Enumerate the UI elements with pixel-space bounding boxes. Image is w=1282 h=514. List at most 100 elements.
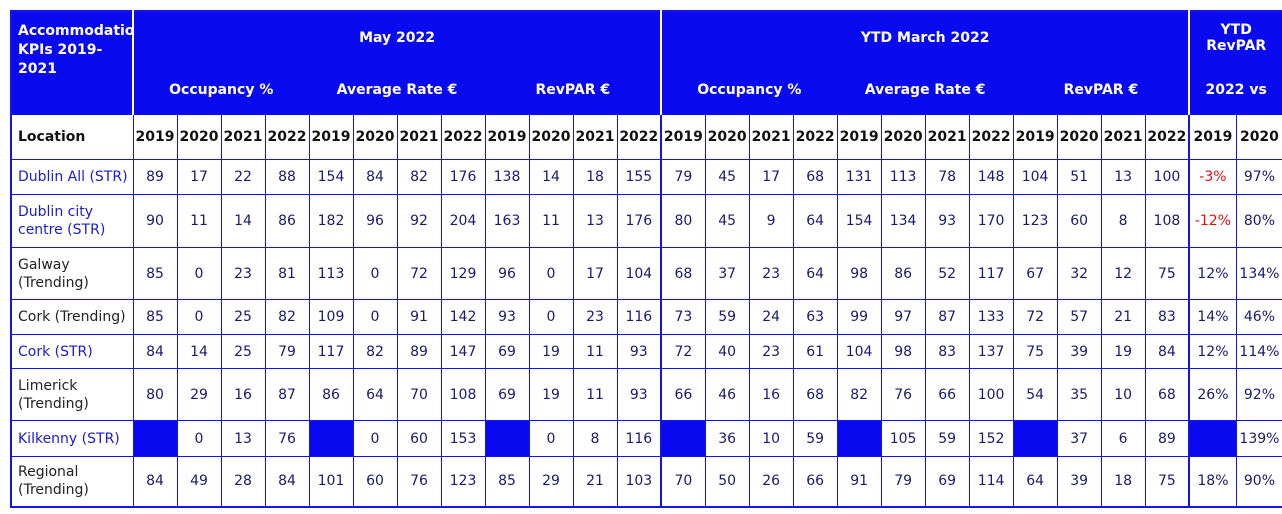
value-cell: 81 xyxy=(264,247,310,300)
value-cell: 23 xyxy=(748,247,794,300)
value-cell: 182 xyxy=(308,194,354,248)
value-cell: 147 xyxy=(440,334,486,369)
value-cell: 97% xyxy=(1235,159,1282,195)
year-header: 2019 xyxy=(132,114,178,160)
value-cell: 16 xyxy=(748,368,794,421)
location: Dublin city centre (STR) xyxy=(10,194,134,248)
data-row: Kilkenny (STR) 0 13 76 0 60 153 0 8 116 36 10 59 105 5… xyxy=(10,420,1282,457)
value-cell: 131 xyxy=(836,159,882,195)
value-cell: 117 xyxy=(968,247,1014,300)
value-cell: 39 xyxy=(1056,456,1102,507)
value-cell: 29 xyxy=(528,456,574,507)
location: Cork (Trending) xyxy=(10,299,134,335)
value-cell: 134 xyxy=(880,194,926,248)
year-header: 2019 xyxy=(308,114,354,160)
year-header: 2022 xyxy=(792,114,838,160)
value-cell: 54 xyxy=(1012,368,1058,421)
value-cell: 100 xyxy=(1144,159,1190,195)
value-cell: 37 xyxy=(1056,420,1102,457)
value-cell: 0 xyxy=(176,247,222,300)
value-cell: 93 xyxy=(616,368,662,421)
value-cell: 19 xyxy=(528,334,574,369)
data-row: Dublin All (STR) 89 17 22 88 154 84 82 176 138 14 1… xyxy=(10,159,1282,195)
value-cell: 26 xyxy=(748,456,794,507)
year-header: 2020 xyxy=(1056,114,1102,160)
year-header: 2022 xyxy=(440,114,486,160)
value-cell: 79 xyxy=(264,334,310,369)
year-header: 2022 xyxy=(264,114,310,160)
data-row: Cork (STR) 84 14 25 79 117 82 89 147 69 19 11 93 72 40… xyxy=(10,334,1282,369)
value-cell: 45 xyxy=(704,159,750,195)
value-cell: 39 xyxy=(1056,334,1102,369)
value-cell: 154 xyxy=(836,194,882,248)
value-cell: 14% xyxy=(1188,299,1237,335)
value-cell: 18 xyxy=(572,159,618,195)
value-cell: 36 xyxy=(704,420,750,457)
year-header: 2019 xyxy=(1012,114,1058,160)
value-cell: 14 xyxy=(220,194,266,248)
value-cell: 12% xyxy=(1188,334,1237,369)
value-cell: 116 xyxy=(616,299,662,335)
value-cell: 0 xyxy=(352,420,398,457)
value-cell: 0 xyxy=(352,299,398,335)
value-cell: 83 xyxy=(924,334,970,369)
value-cell: 82 xyxy=(396,159,442,195)
year-row: Location 2019 2020 2021 2022 2019 2020 2021 2022… xyxy=(10,114,1282,160)
value-cell: 29 xyxy=(176,368,222,421)
table-body: Dublin All (STR) 89 17 22 88 154 84 82 176 138 14 1… xyxy=(10,159,1282,507)
metric-label: RevPAR € xyxy=(484,64,662,115)
value-cell: 75 xyxy=(1012,334,1058,369)
value-cell: 0 xyxy=(528,299,574,335)
value-cell: 116 xyxy=(616,420,662,457)
value-cell: 152 xyxy=(968,420,1014,457)
value-cell: 92% xyxy=(1235,368,1282,421)
value-cell: 0 xyxy=(528,420,574,457)
value-cell: 75 xyxy=(1144,247,1190,300)
group-label: YTD March 2022 xyxy=(660,10,1190,65)
value-cell: 73 xyxy=(660,299,706,335)
value-cell: 13 xyxy=(1100,159,1146,195)
value-cell: 75 xyxy=(1144,456,1190,507)
value-cell: 66 xyxy=(660,368,706,421)
value-cell: 51 xyxy=(1056,159,1102,195)
value-cell: 82 xyxy=(352,334,398,369)
value-cell: 69 xyxy=(484,368,530,421)
value-cell: 66 xyxy=(924,368,970,421)
value-cell: 90% xyxy=(1235,456,1282,507)
value-cell: 79 xyxy=(880,456,926,507)
value-cell: 84 xyxy=(132,334,178,369)
value-cell: 83 xyxy=(1144,299,1190,335)
value-cell: 113 xyxy=(880,159,926,195)
value-cell: 49 xyxy=(176,456,222,507)
value-cell: 23 xyxy=(220,247,266,300)
value-cell: 17 xyxy=(176,159,222,195)
value-cell: 114 xyxy=(968,456,1014,507)
year-header: 2021 xyxy=(1100,114,1146,160)
value-cell: 64 xyxy=(1012,456,1058,507)
value-cell: 59 xyxy=(792,420,838,457)
value-cell: 8 xyxy=(1100,194,1146,248)
value-cell: 137 xyxy=(968,334,1014,369)
value-cell: 93 xyxy=(484,299,530,335)
value-cell: 60 xyxy=(1056,194,1102,248)
value-cell: 70 xyxy=(396,368,442,421)
value-cell: 59 xyxy=(924,420,970,457)
value-cell: 45 xyxy=(704,194,750,248)
value-cell: 113 xyxy=(308,247,354,300)
value-cell: 69 xyxy=(924,456,970,507)
value-cell: 93 xyxy=(924,194,970,248)
value-cell: 37 xyxy=(704,247,750,300)
value-cell: 148 xyxy=(968,159,1014,195)
value-cell: 170 xyxy=(968,194,1014,248)
value-cell: 84 xyxy=(352,159,398,195)
value-cell: 26% xyxy=(1188,368,1237,421)
data-row: Cork (Trending) 85 0 25 82 109 0 91 142 93 0 23 116 7… xyxy=(10,299,1282,335)
value-cell: 176 xyxy=(616,194,662,248)
year-header: 2020 xyxy=(528,114,574,160)
value-cell: 87 xyxy=(924,299,970,335)
value-cell: 64 xyxy=(792,247,838,300)
value-cell: 64 xyxy=(352,368,398,421)
value-cell: 80 xyxy=(132,368,178,421)
empty-cell xyxy=(308,420,354,457)
header-row: Accommodation KPIs 2019-2021 May 2022 YTD … xyxy=(10,10,1282,115)
